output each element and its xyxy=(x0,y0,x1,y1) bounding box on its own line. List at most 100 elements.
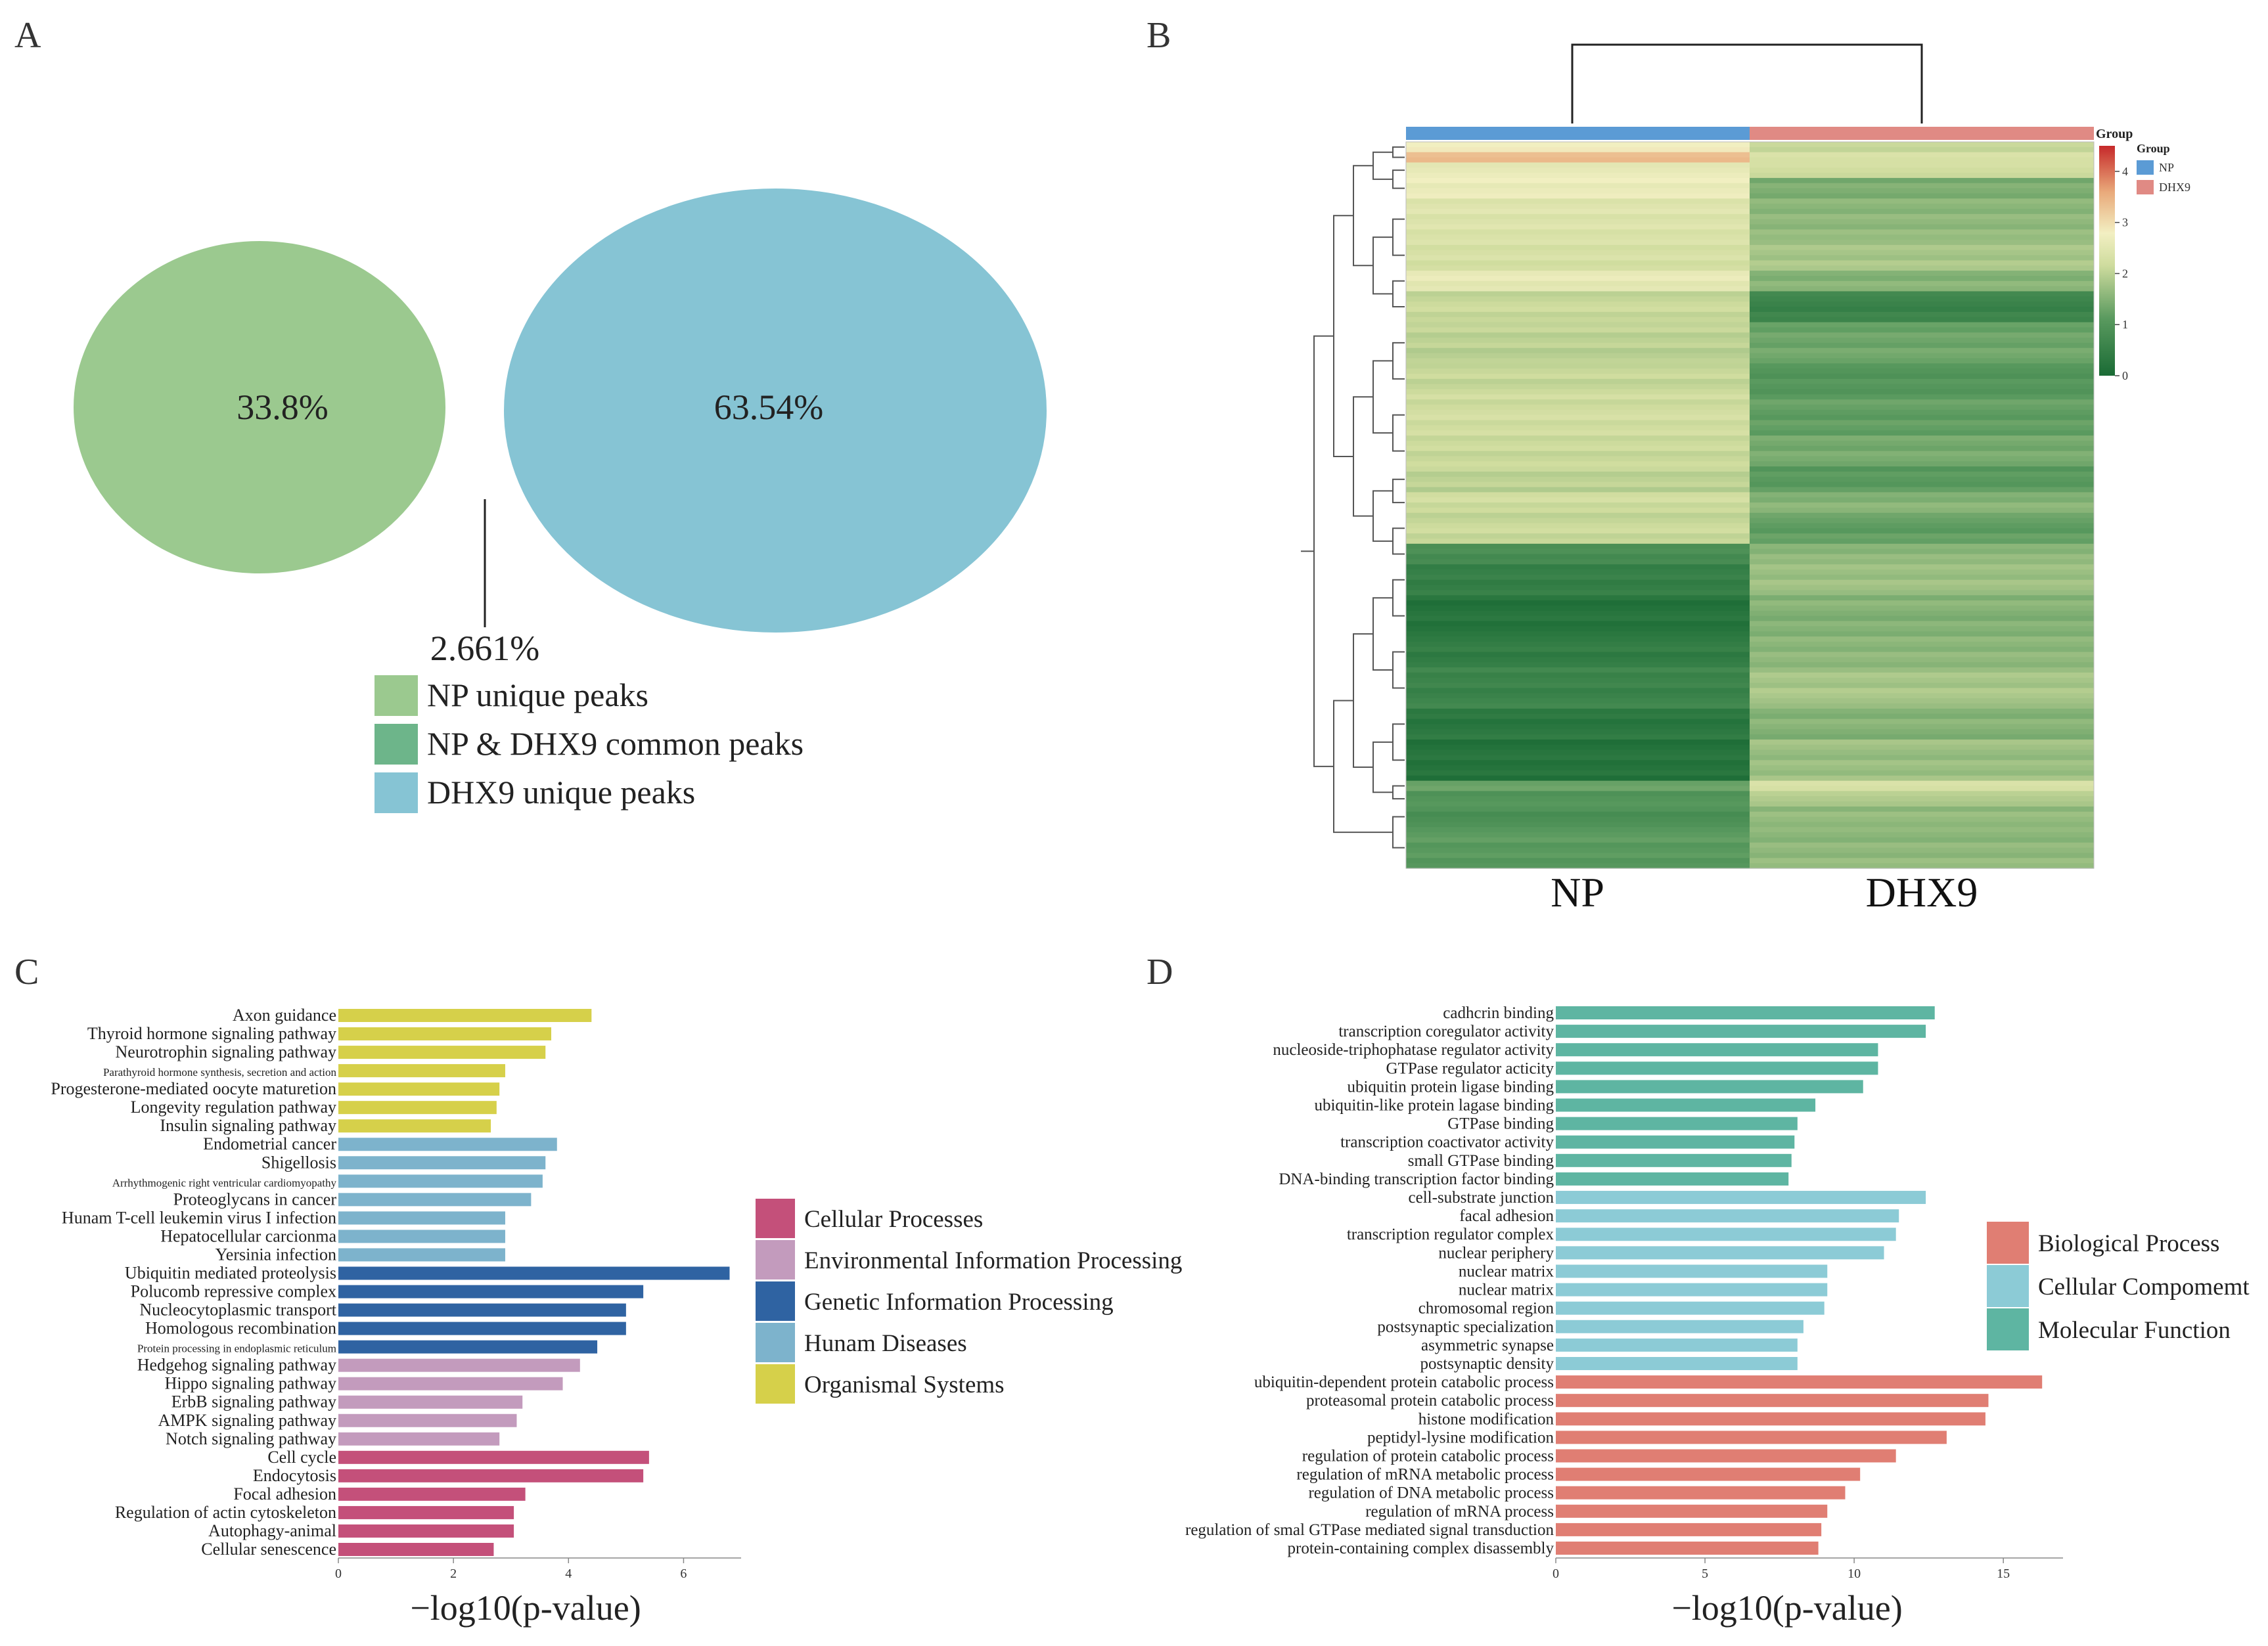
column-dendrogram xyxy=(1571,43,1923,123)
heatmap-cell-np xyxy=(1406,713,1750,720)
heatmap-cell-np xyxy=(1406,749,1750,756)
kegg-bars xyxy=(338,1009,730,1556)
x-tick-label: 0 xyxy=(1553,1567,1559,1581)
heatmap-cell-np xyxy=(1406,250,1750,256)
heatmap-cell-np xyxy=(1406,173,1750,179)
heatmap-cell-dhx9 xyxy=(1750,657,2094,663)
heatmap-cell-np xyxy=(1406,409,1750,416)
bar-label: nuclear matrix xyxy=(1459,1262,1554,1280)
heatmap-cell-np xyxy=(1406,487,1750,493)
x-tick-label: 5 xyxy=(1702,1567,1708,1581)
color-scale-tick-label: 0 xyxy=(2122,369,2128,382)
heatmap-cell-np xyxy=(1406,244,1750,251)
heatmap-cell-dhx9 xyxy=(1750,806,2094,812)
bar-label: ubiquitin protein ligase binding xyxy=(1347,1078,1554,1096)
heatmap-cell-np xyxy=(1406,853,1750,858)
bar-3 xyxy=(1556,1061,1878,1075)
heatmap-cell-np xyxy=(1406,816,1750,823)
heatmap-cell-np xyxy=(1406,353,1750,359)
heatmap-cell-np xyxy=(1406,719,1750,724)
heatmap-cell-np xyxy=(1406,394,1750,400)
heatmap-cell-dhx9 xyxy=(1750,523,2094,529)
heatmap-cell-np xyxy=(1406,538,1750,545)
heatmap-cell-np xyxy=(1406,559,1750,565)
row-dendrogram-branch xyxy=(1353,396,1373,517)
heatmap-cell-dhx9 xyxy=(1750,234,2094,240)
heatmap-cell-np xyxy=(1406,755,1750,761)
heatmap-cell-dhx9 xyxy=(1750,146,2094,153)
heatmap-cell-dhx9 xyxy=(1750,775,2094,782)
heatmap-cell-np xyxy=(1406,693,1750,699)
heatmap-cell-np xyxy=(1406,724,1750,730)
bar-21 xyxy=(1556,1394,1989,1408)
bar-label: nuclear periphery xyxy=(1438,1244,1554,1262)
bar-22 xyxy=(338,1413,517,1427)
color-scale-tick-label: 4 xyxy=(2122,165,2128,178)
heatmap-cell-np xyxy=(1406,796,1750,802)
bar-label: regulation of protein catabolic process xyxy=(1302,1447,1554,1465)
heatmap-cell-np xyxy=(1406,657,1750,663)
heatmap-cell-np xyxy=(1406,703,1750,709)
bar-10 xyxy=(338,1193,532,1207)
row-dendrogram-branch xyxy=(1353,165,1373,267)
heatmap-cell-np xyxy=(1406,265,1750,271)
group-bar-dhx9 xyxy=(1750,127,2094,140)
heatmap-cell-dhx9 xyxy=(1750,796,2094,802)
panel-label-d: D xyxy=(1146,952,1173,992)
heatmap-cell-dhx9 xyxy=(1750,713,2094,720)
heatmap-cell-np xyxy=(1406,590,1750,596)
legend-label: Genetic Information Processing xyxy=(804,1289,1114,1316)
heatmap-cell-np xyxy=(1406,641,1750,648)
heatmap-cell-dhx9 xyxy=(1750,193,2094,199)
bar-label: Thyroid hormone signaling pathway xyxy=(87,1024,336,1043)
heatmap-cell-np xyxy=(1406,255,1750,261)
heatmap-cell-dhx9 xyxy=(1750,559,2094,565)
heatmap-cell-np xyxy=(1406,698,1750,704)
panel-label-c: C xyxy=(14,952,39,992)
bar-label: peptidyl-lysine modification xyxy=(1367,1429,1554,1446)
heatmap-cell-dhx9 xyxy=(1750,414,2094,421)
heatmap-cell-dhx9 xyxy=(1750,729,2094,735)
bar-label: asymmetric synapse xyxy=(1421,1337,1554,1354)
heatmap-cell-dhx9 xyxy=(1750,425,2094,431)
heatmap-cell-np xyxy=(1406,512,1750,519)
bar-label: Hedgehog signaling pathway xyxy=(137,1356,336,1375)
heatmap-cell-dhx9 xyxy=(1750,456,2094,462)
heatmap-cell-np xyxy=(1406,791,1750,797)
bar-label: Hepatocellular carcionma xyxy=(160,1226,336,1245)
bar-label: GTPase regulator acticity xyxy=(1386,1059,1554,1077)
column-label-dhx9: DHX9 xyxy=(1866,869,1978,916)
row-dendrogram-branch xyxy=(1392,723,1405,761)
heatmap-cell-dhx9 xyxy=(1750,822,2094,828)
legend-label: Cellular Processes xyxy=(804,1206,983,1233)
bar-7 xyxy=(338,1138,557,1151)
legend-label: Organismal Systems xyxy=(804,1371,1005,1398)
heatmap-cell-dhx9 xyxy=(1750,332,2094,338)
bar-label: regulation of smal GTPase mediated signa… xyxy=(1185,1521,1554,1539)
x-tick-label: 10 xyxy=(1848,1567,1861,1581)
heatmap-cell-dhx9 xyxy=(1750,286,2094,292)
heatmap-cell-dhx9 xyxy=(1750,816,2094,823)
bar-15 xyxy=(338,1285,644,1299)
venn-legend-swatch xyxy=(374,772,418,813)
heatmap-cell-np xyxy=(1406,780,1750,787)
heatmap-cell-dhx9 xyxy=(1750,317,2094,323)
heatmap-cell-dhx9 xyxy=(1750,579,2094,586)
heatmap-cells xyxy=(1405,141,2095,869)
bar-label: chromosomal region xyxy=(1418,1300,1554,1318)
group-legend-label: NP xyxy=(2159,161,2174,174)
bar-16 xyxy=(1556,1301,1825,1315)
heatmap-cell-dhx9 xyxy=(1750,548,2094,555)
go-x-ticks: 0 5 10 15 xyxy=(1553,1558,2010,1581)
venn-legend-swatch xyxy=(374,724,418,765)
heatmap-cell-np xyxy=(1406,569,1750,575)
heatmap-cell-np xyxy=(1406,275,1750,282)
heatmap-cell-np xyxy=(1406,342,1750,349)
heatmap-cell-np xyxy=(1406,739,1750,745)
bar-label: Protein processing in endoplasmic reticu… xyxy=(137,1343,336,1355)
heatmap-cell-dhx9 xyxy=(1750,167,2094,173)
bar-9 xyxy=(1556,1172,1789,1186)
bar-label: Endometrial cancer xyxy=(203,1134,336,1153)
